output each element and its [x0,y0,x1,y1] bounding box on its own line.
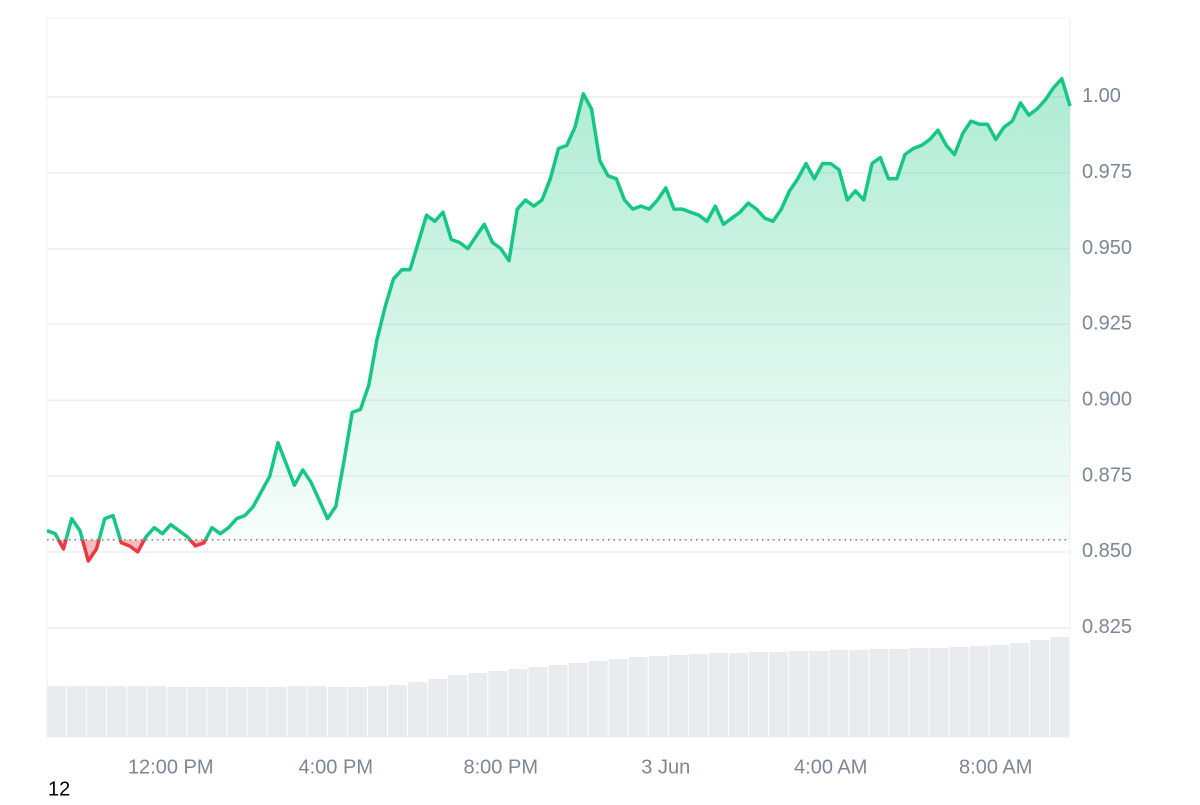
volume-bar [47,686,67,737]
volume-bar [247,687,267,737]
volume-bar [227,687,247,737]
y-tick-label: 0.825 [1082,616,1132,638]
corner-label: 12 [48,778,70,800]
volume-bar [428,679,448,737]
volume-bar [548,665,568,737]
volume-bar [167,687,187,737]
volume-bar [829,650,849,737]
volume-bar [969,646,989,737]
volume-bar [929,648,949,737]
volume-bar [187,687,207,737]
volume-bar [729,653,749,737]
volume-bar [448,675,468,737]
volume-bar [528,667,548,737]
volume-bar [889,649,909,737]
volume-bar [107,686,127,737]
volume-bar [67,686,87,737]
volume-bar [408,682,428,737]
volume-bar [789,651,809,737]
volume-bar [367,686,387,737]
volume-bar [648,656,668,737]
volume-bar [147,686,167,737]
y-tick-label: 0.875 [1082,464,1132,486]
volume-bar [1029,640,1049,737]
volume-bar [207,687,227,737]
volume-bar [949,647,969,737]
volume-bar [287,686,307,737]
y-tick-label: 0.850 [1082,540,1132,562]
volume-bar [869,649,889,737]
volume-bar [849,650,869,737]
x-tick-label: 4:00 AM [794,756,867,778]
volume-bar [568,663,588,737]
price-line-up [46,76,1072,540]
volume-bar [488,671,508,737]
volume-bar [668,655,688,737]
volume-bar [809,651,829,737]
x-tick-label: 4:00 PM [299,756,373,778]
x-tick-label: 3 Jun [641,756,690,778]
volume-bar [267,687,287,737]
volume-bar [508,669,528,737]
volume-bar [388,685,408,737]
volume-bar [588,661,608,737]
y-tick-label: 0.950 [1082,237,1132,259]
volume-bar [769,652,789,737]
volume-bar [327,687,347,737]
area-up [47,78,1070,540]
y-tick-label: 0.975 [1082,161,1132,183]
volume-bar [127,686,147,737]
y-tick-label: 1.00 [1082,85,1121,107]
x-tick-label: 8:00 AM [959,756,1032,778]
volume-bar [347,687,367,737]
volume-bar [307,686,327,737]
volume-bar [909,648,929,737]
volume-bar [468,673,488,737]
volume-bar [1009,643,1029,737]
volume-bar [1049,637,1069,737]
volume-bar [608,659,628,737]
x-tick-label: 12:00 PM [128,756,214,778]
volume-bar [749,652,769,737]
volume-bar [688,654,708,737]
volume-bar [628,657,648,737]
volume-bar [708,653,728,737]
volume-bar [87,686,107,737]
x-tick-label: 8:00 PM [464,756,538,778]
volume-bar [989,645,1009,737]
y-tick-label: 0.900 [1082,389,1132,411]
y-tick-label: 0.925 [1082,313,1132,335]
